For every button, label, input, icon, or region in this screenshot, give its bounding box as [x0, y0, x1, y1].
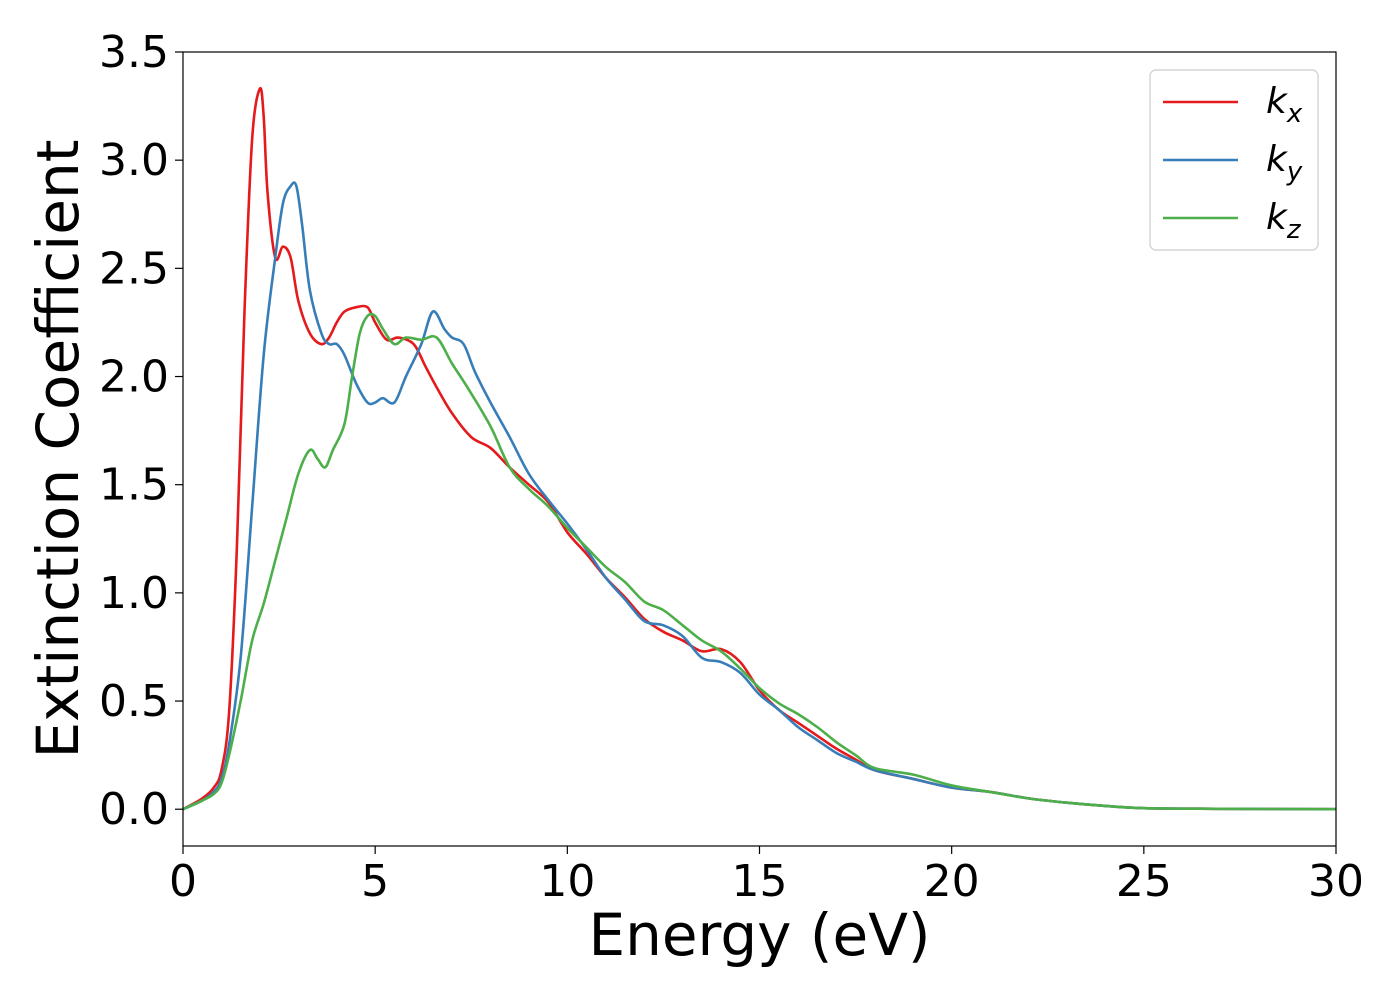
legend-subscript: x [1286, 99, 1303, 129]
x-tick-label: 30 [1308, 856, 1364, 907]
x-tick-label: 0 [169, 856, 197, 907]
x-tick-label: 15 [732, 856, 788, 907]
series-line-kz [182, 312, 1337, 811]
legend-subscript: y [1286, 157, 1303, 187]
series-line-kx [182, 86, 1337, 811]
x-tick-label: 20 [924, 856, 980, 907]
y-tick-label: 1.0 [99, 568, 169, 619]
series-line-ky [182, 181, 1337, 811]
y-tick-label: 3.5 [99, 27, 169, 78]
x-axis: 0 5 10 15 20 25 30 [169, 846, 1364, 907]
y-tick-label: 3.0 [99, 135, 169, 186]
plot-lines [182, 86, 1337, 811]
y-axis-label: Extinction Coefficient [24, 140, 92, 759]
y-tick-label: 1.5 [99, 460, 169, 511]
y-axis: 0.0 0.5 1.0 1.5 2.0 2.5 3.0 3.5 [99, 27, 183, 835]
x-tick-label: 10 [539, 856, 595, 907]
x-tick-label: 25 [1116, 856, 1172, 907]
y-tick-label: 2.5 [99, 243, 169, 294]
x-axis-label: Energy (eV) [588, 901, 930, 969]
y-tick-label: 2.0 [99, 352, 169, 403]
y-tick-label: 0.0 [99, 784, 169, 835]
y-tick-label: 0.5 [99, 676, 169, 727]
x-tick-label: 5 [361, 856, 389, 907]
legend-subscript: z [1286, 215, 1302, 245]
